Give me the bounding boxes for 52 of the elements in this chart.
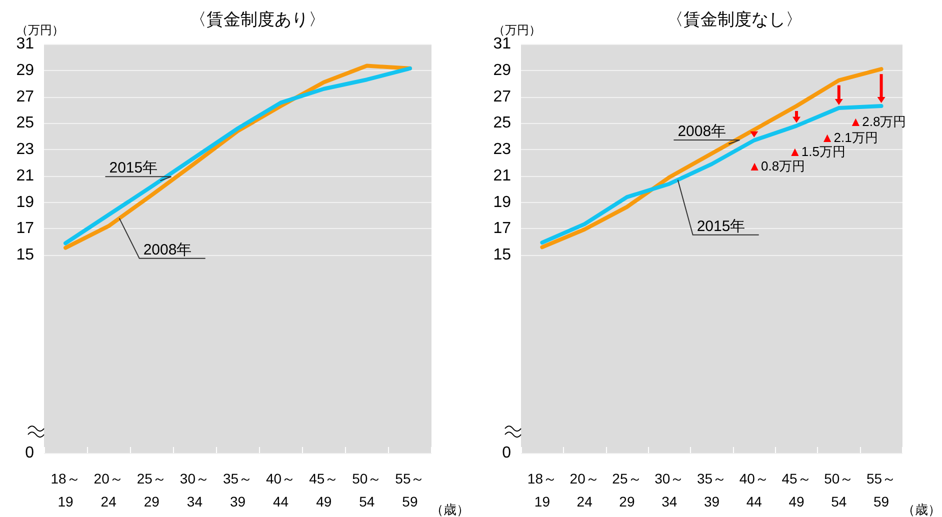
x-tick-label: 18～ 19 xyxy=(527,470,557,510)
text: 2008年 xyxy=(143,241,192,258)
x-tick-label: 20～ 24 xyxy=(94,470,124,510)
y-tick-label: 17 xyxy=(16,220,34,238)
annotation: ▲2.8万円 xyxy=(849,114,906,130)
y-axis-title: （万円） xyxy=(16,23,64,37)
series-label: 2015年 xyxy=(109,160,158,177)
y-tick-label: 23 xyxy=(493,141,512,158)
y-tick-label: 29 xyxy=(493,62,512,79)
text: 2015年 xyxy=(696,218,746,235)
chart-title: 〈賃金制度なし〉 xyxy=(666,10,802,29)
y-tick-label: 25 xyxy=(493,114,512,132)
x-axis-title: （歳） xyxy=(430,502,470,517)
y-tick-label: 25 xyxy=(16,114,34,132)
x-tick-label: 18～ 19 xyxy=(50,470,80,510)
y-tick-label: 19 xyxy=(16,194,34,211)
x-tick-label: 25～ 29 xyxy=(136,470,166,510)
x-tick-label: 45～ 49 xyxy=(309,470,339,510)
y-tick-label: 27 xyxy=(16,88,34,106)
x-tick-label: 25～ 29 xyxy=(612,470,642,510)
chart-title: 〈賃金制度あり〉 xyxy=(190,10,326,29)
series-label: 2008年 xyxy=(678,123,726,140)
y-tick-label: 23 xyxy=(16,141,34,158)
y-tick-label: 31 xyxy=(493,36,512,52)
x-tick-label: 45～ 49 xyxy=(782,470,812,510)
x-tick-label: 55～ 59 xyxy=(866,470,896,510)
x-tick-label: 40～ 44 xyxy=(266,470,296,510)
x-tick-label: 50～ 54 xyxy=(824,470,854,510)
y-tick-label: 21 xyxy=(16,167,34,184)
annotation: ▲1.5万円 xyxy=(788,144,846,159)
y-tick-label: 19 xyxy=(493,194,512,211)
x-tick-label: 55～ 59 xyxy=(395,470,425,510)
annotation: ▲0.8万円 xyxy=(748,158,806,174)
y-tick-label: 27 xyxy=(493,88,512,106)
x-tick-label: 35～ 39 xyxy=(696,470,727,510)
x-tick-label: 30～ 34 xyxy=(180,470,210,510)
x-tick-label: 20～ 24 xyxy=(570,470,600,510)
y-tick-label: 17 xyxy=(493,220,512,238)
y-tick-label: 15 xyxy=(493,246,512,264)
y-tick-label: 21 xyxy=(493,167,512,184)
x-tick-label: 50～ 54 xyxy=(352,470,382,510)
y-tick-label: 0 xyxy=(25,444,34,462)
y-tick-label: 15 xyxy=(16,246,34,264)
x-tick-label: 35～ 39 xyxy=(222,470,253,510)
x-tick-label: 30～ 34 xyxy=(654,470,684,510)
y-tick-label: 0 xyxy=(502,444,512,462)
x-tick-label: 40～ 44 xyxy=(739,470,769,510)
y-tick-label: 29 xyxy=(16,62,34,79)
x-axis-title: （歳） xyxy=(902,502,941,517)
y-tick-label: 31 xyxy=(16,36,34,52)
y-axis-title: （万円） xyxy=(493,23,541,37)
annotation: ▲2.1万円 xyxy=(820,130,878,145)
